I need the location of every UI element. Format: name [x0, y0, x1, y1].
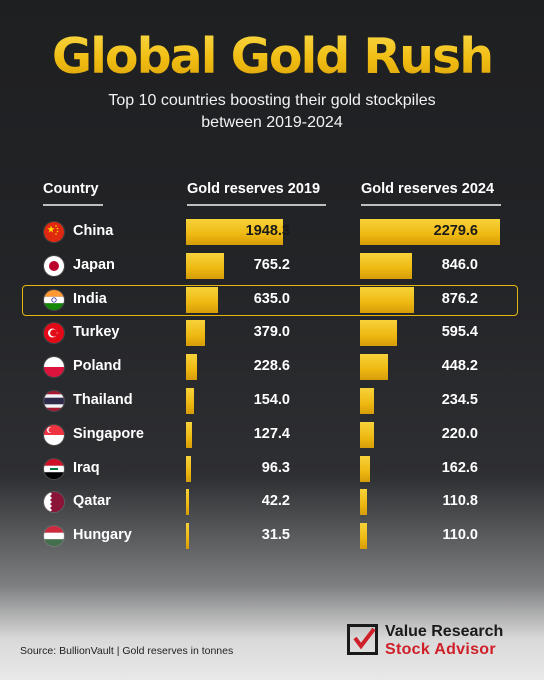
value-label-2024: 2279.6 [433, 223, 478, 239]
value-label-2024: 162.6 [441, 459, 478, 476]
hungary-flag-icon [44, 526, 64, 547]
country-label: Japan [73, 256, 115, 273]
value-label-2024: 110.8 [442, 493, 479, 510]
bar-2019 [186, 523, 189, 550]
bar-2024 [360, 252, 412, 279]
value-label-2019: 635.0 [253, 290, 290, 307]
thailand-flag-icon [44, 391, 64, 411]
bar-2019 [186, 320, 205, 347]
turkey-flag-icon [44, 323, 64, 344]
bar-2019 [186, 489, 189, 516]
subtitle-line-2: between 2019-2024 [201, 114, 343, 131]
country-label: Hungary [73, 527, 132, 544]
value-label-2024: 234.5 [441, 392, 478, 408]
country-label: Singapore [73, 425, 144, 442]
bar-2024 [360, 388, 375, 414]
bar-2024 [360, 354, 388, 381]
bar-2024 [360, 320, 397, 347]
india-flag-icon [44, 289, 64, 310]
bar-2019 [186, 421, 193, 448]
subtitle-line-1: Top 10 countries boosting their gold sto… [108, 92, 436, 109]
column-header-2024: Gold reserves 2024 [361, 181, 501, 206]
country-label: Turkey [73, 324, 120, 341]
value-label-2019: 379.0 [253, 324, 290, 341]
country-label: Thailand [73, 392, 133, 408]
value-label-2024: 110.0 [442, 527, 479, 544]
value-label-2024: 595.4 [441, 324, 478, 341]
singapore-flag-icon [44, 424, 64, 445]
country-label: Qatar [73, 493, 111, 510]
japan-flag-icon [44, 255, 64, 276]
value-label-2019: 1948.3 [245, 223, 290, 239]
value-label-2024: 876.2 [441, 290, 478, 307]
column-header-country: Country [43, 181, 103, 206]
bar-2024 [360, 455, 370, 482]
value-label-2024: 846.0 [441, 256, 478, 273]
qatar-flag-icon [44, 492, 64, 513]
brand-logo-icon [347, 624, 378, 655]
value-label-2024: 220.0 [441, 425, 478, 442]
bar-2024 [360, 523, 367, 550]
brand-product: Stock Advisor [385, 641, 496, 658]
poland-flag-icon [44, 357, 64, 378]
highlighted-row-frame [22, 284, 518, 316]
bar-2019 [186, 286, 218, 313]
column-header-2019: Gold reserves 2019 [187, 181, 326, 206]
value-label-2019: 96.3 [261, 459, 290, 476]
bar-2024 [360, 421, 374, 448]
bar-2024 [360, 219, 500, 245]
value-label-2019: 31.5 [261, 527, 290, 544]
bar-2019 [186, 219, 284, 245]
value-label-2019: 228.6 [253, 358, 290, 375]
bar-2019 [186, 388, 194, 414]
bar-2024 [360, 286, 414, 313]
country-label: Poland [73, 358, 122, 375]
bar-2019 [186, 354, 198, 381]
value-label-2019: 154.0 [253, 392, 290, 408]
brand-name: Value Research [385, 623, 504, 640]
source-note: Source: BullionVault | Gold reserves in … [20, 645, 234, 657]
bar-2019 [186, 455, 191, 482]
value-label-2019: 127.4 [253, 425, 290, 442]
page-title: Global Gold Rush [0, 28, 544, 85]
value-label-2019: 42.2 [261, 493, 290, 510]
value-label-2024: 448.2 [441, 358, 478, 375]
country-label: India [73, 290, 107, 307]
china-flag-icon [44, 222, 64, 242]
bar-2019 [186, 252, 225, 279]
bar-2024 [360, 489, 367, 516]
country-label: China [73, 223, 114, 239]
page-subtitle: Top 10 countries boosting their gold sto… [0, 90, 544, 134]
value-label-2019: 765.2 [253, 256, 290, 273]
iraq-flag-icon [44, 458, 64, 479]
country-label: Iraq [73, 459, 100, 476]
